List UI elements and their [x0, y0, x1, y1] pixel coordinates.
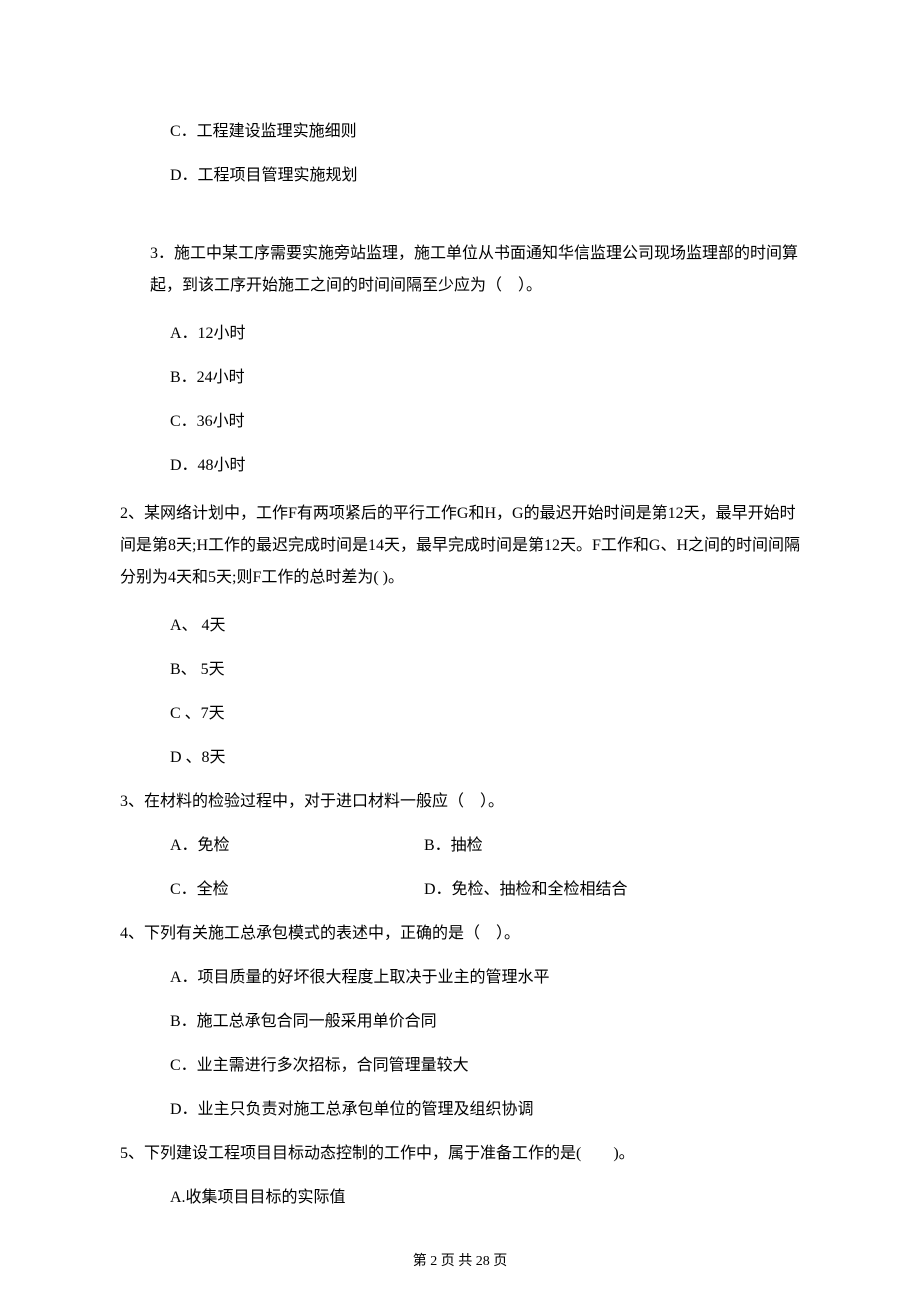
- q3sub-option-b: B．24小时: [120, 356, 800, 400]
- q3-options-row-2: C．全检 D．免检、抽检和全检相结合: [120, 868, 800, 912]
- question-3-sub: 3．施工中某工序需要实施旁站监理，施工单位从书面通知华信监理公司现场监理部的时间…: [120, 228, 800, 312]
- page-footer: 第 2 页 共 28 页: [0, 1251, 920, 1272]
- q3sub-option-a: A．12小时: [120, 312, 800, 356]
- q3-options-row-1: A．免检 B．抽检: [120, 824, 800, 868]
- q3-option-b: B．抽检: [424, 837, 483, 854]
- q2-option-b: B、 5天: [120, 648, 800, 692]
- q2-option-a: A、 4天: [120, 604, 800, 648]
- q3sub-option-c: C．36小时: [120, 400, 800, 444]
- q3-option-c: C．全检: [170, 878, 420, 902]
- question-5: 5、下列建设工程项目目标动态控制的工作中，属于准备工作的是( )。: [120, 1132, 800, 1176]
- q4-option-c: C．业主需进行多次招标，合同管理量较大: [120, 1044, 800, 1088]
- q3sub-option-d: D．48小时: [120, 444, 800, 488]
- q3-option-d: D．免检、抽检和全检相结合: [424, 881, 628, 898]
- question-3: 3、在材料的检验过程中，对于进口材料一般应（ ）。: [120, 780, 800, 824]
- q4-option-b: B．施工总承包合同一般采用单价合同: [120, 1000, 800, 1044]
- question-4: 4、下列有关施工总承包模式的表述中，正确的是（ ）。: [120, 912, 800, 956]
- question-2: 2、某网络计划中，工作F有两项紧后的平行工作G和H，G的最迟开始时间是第12天，…: [120, 488, 800, 604]
- q5-option-a: A.收集项目目标的实际值: [120, 1176, 800, 1220]
- option-c: C．工程建设监理实施细则: [120, 110, 800, 154]
- q2-option-c: C 、7天: [120, 692, 800, 736]
- q3-option-a: A．免检: [170, 834, 420, 858]
- document-page: C．工程建设监理实施细则 D．工程项目管理实施规划 3．施工中某工序需要实施旁站…: [0, 0, 920, 1302]
- q2-option-d: D 、8天: [120, 736, 800, 780]
- option-d: D．工程项目管理实施规划: [120, 154, 800, 198]
- q4-option-a: A．项目质量的好坏很大程度上取决于业主的管理水平: [120, 956, 800, 1000]
- q4-option-d: D．业主只负责对施工总承包单位的管理及组织协调: [120, 1088, 800, 1132]
